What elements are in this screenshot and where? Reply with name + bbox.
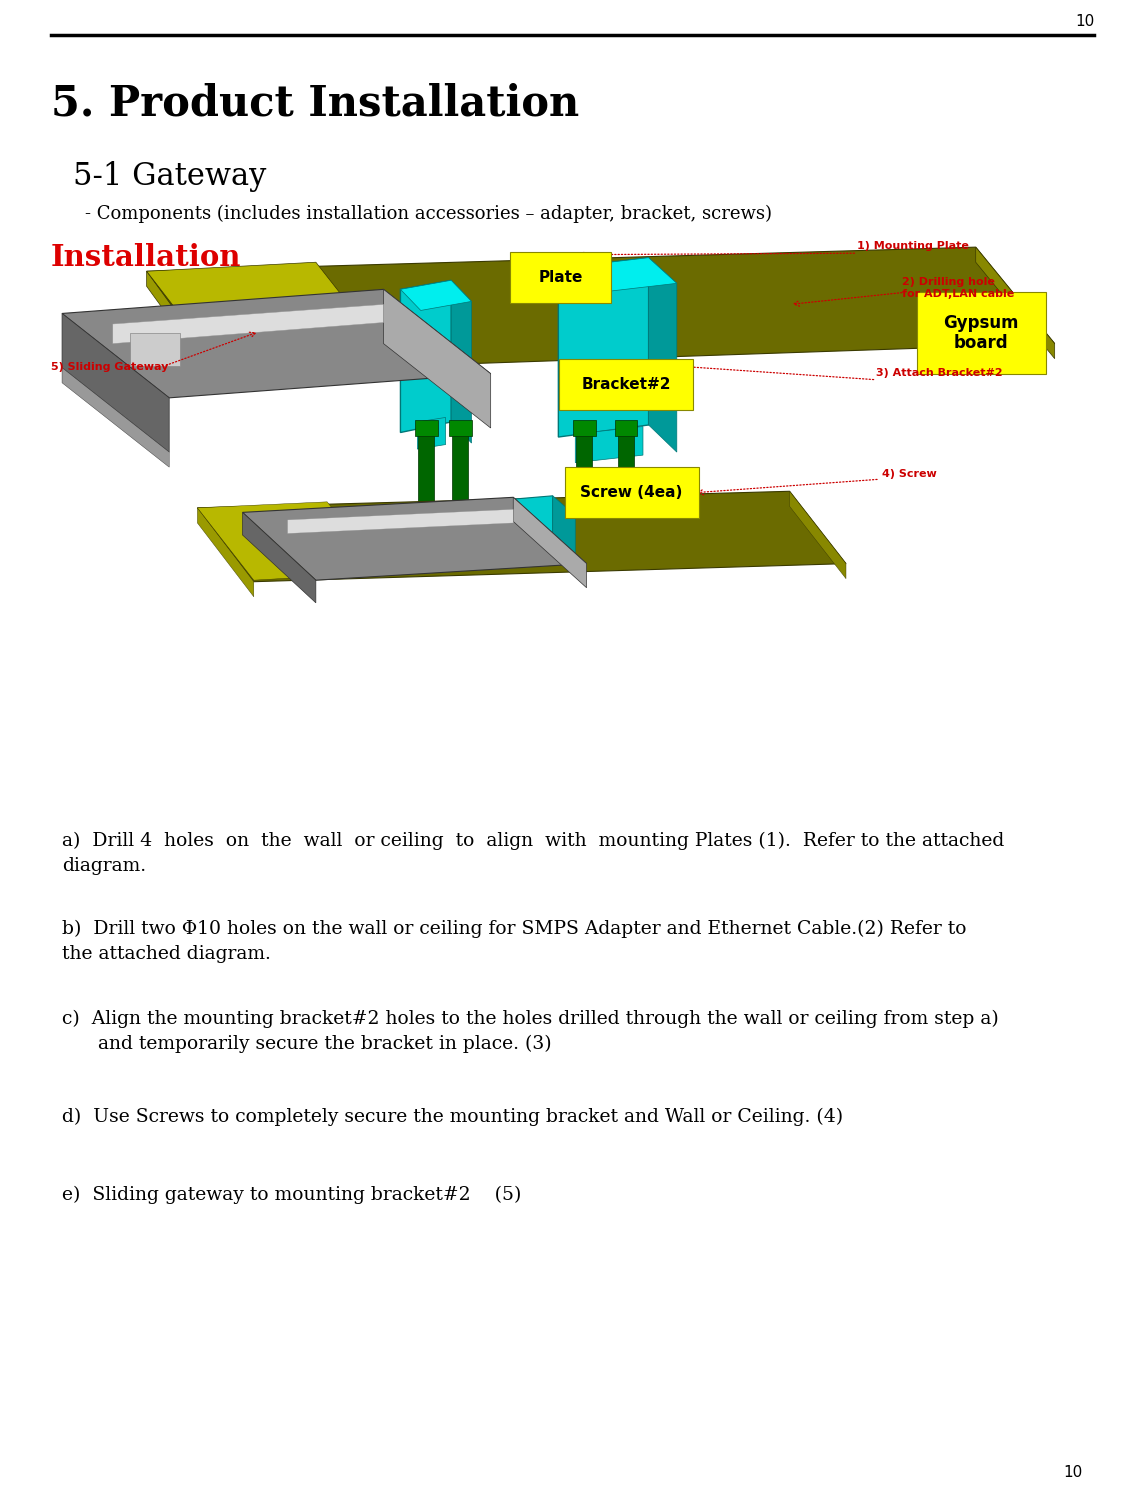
FancyBboxPatch shape (559, 359, 693, 410)
Polygon shape (558, 258, 677, 294)
FancyBboxPatch shape (565, 467, 699, 518)
Text: 5-1 Gateway: 5-1 Gateway (73, 161, 266, 193)
Polygon shape (400, 280, 451, 433)
FancyBboxPatch shape (130, 333, 180, 366)
Polygon shape (197, 491, 846, 582)
Polygon shape (288, 509, 513, 533)
Bar (449, 420, 472, 436)
Polygon shape (790, 491, 846, 579)
Polygon shape (451, 280, 472, 443)
Text: 2) Drilling hole
for ADT,LAN cable: 2) Drilling hole for ADT,LAN cable (902, 277, 1015, 298)
Text: d)  Use Screws to completely secure the mounting bracket and Wall or Ceiling. (4: d) Use Screws to completely secure the m… (62, 1108, 843, 1126)
Text: a)  Drill 4  holes  on  the  wall  or ceiling  to  align  with  mounting Plates : a) Drill 4 holes on the wall or ceiling … (62, 832, 1004, 876)
Text: 5) Sliding Gateway: 5) Sliding Gateway (51, 362, 168, 372)
Text: Installation: Installation (51, 243, 241, 271)
Polygon shape (513, 497, 587, 588)
Text: e)  Sliding gateway to mounting bracket#2    (5): e) Sliding gateway to mounting bracket#2… (62, 1186, 521, 1204)
Bar (576, 433, 592, 520)
Polygon shape (649, 258, 677, 452)
Bar (452, 433, 468, 520)
Polygon shape (446, 496, 553, 559)
Bar (418, 433, 434, 520)
Text: b)  Drill two Φ10 holes on the wall or ceiling for SMPS Adapter and Ethernet Cab: b) Drill two Φ10 holes on the wall or ce… (62, 919, 967, 963)
Text: Gypsum
board: Gypsum board (944, 313, 1019, 353)
Text: c)  Align the mounting bracket#2 holes to the holes drilled through the wall or : c) Align the mounting bracket#2 holes to… (62, 1010, 998, 1053)
Polygon shape (243, 497, 587, 580)
Polygon shape (62, 289, 491, 398)
Text: 1) Mounting Plate: 1) Mounting Plate (857, 241, 969, 252)
Text: Plate: Plate (538, 270, 583, 285)
Polygon shape (400, 280, 472, 310)
FancyBboxPatch shape (917, 292, 1046, 374)
Text: 10: 10 (1075, 14, 1094, 29)
Bar (618, 433, 634, 520)
Bar (615, 420, 637, 436)
Text: Screw (4ea): Screw (4ea) (581, 485, 682, 500)
Polygon shape (62, 368, 169, 467)
Text: 3) Attach Bracket#2: 3) Attach Bracket#2 (876, 368, 1003, 378)
Polygon shape (147, 247, 1055, 372)
Text: 5. Product Installation: 5. Product Installation (51, 83, 579, 125)
Polygon shape (976, 247, 1055, 359)
Polygon shape (197, 502, 384, 580)
Text: 10: 10 (1064, 1465, 1083, 1480)
Polygon shape (197, 508, 254, 597)
Polygon shape (147, 271, 220, 387)
Polygon shape (243, 512, 316, 603)
Polygon shape (417, 417, 446, 449)
Text: 4) Screw: 4) Screw (882, 469, 937, 479)
Polygon shape (384, 289, 491, 428)
Bar (415, 420, 438, 436)
Polygon shape (553, 496, 575, 570)
Polygon shape (147, 262, 389, 366)
Polygon shape (62, 313, 169, 452)
Bar (573, 420, 596, 436)
Polygon shape (113, 304, 384, 344)
Polygon shape (558, 258, 649, 437)
Text: Bracket#2: Bracket#2 (581, 377, 671, 392)
Polygon shape (575, 426, 643, 463)
Text: - Components (includes installation accessories – adapter, bracket, screws): - Components (includes installation acce… (85, 205, 772, 223)
FancyBboxPatch shape (510, 252, 611, 303)
